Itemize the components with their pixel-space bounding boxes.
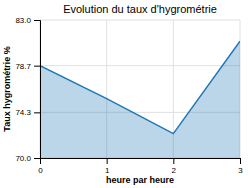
y-axis: 70.0 74.3 78.7 83.0	[15, 16, 40, 163]
y-tick: 74.3	[15, 108, 40, 117]
y-tick-mark	[34, 112, 40, 113]
x-tick-mark	[173, 158, 174, 164]
x-tick-mark	[240, 158, 241, 164]
x-tick: 2	[172, 158, 177, 175]
y-tick-label: 70.0	[15, 154, 31, 163]
grid	[40, 20, 240, 158]
x-tick-label: 1	[105, 166, 110, 175]
chart: 0 1 2 3 70.0 74.3 78.7 83.0 Evolution du taux d'…	[0, 0, 250, 188]
y-axis-line	[34, 21, 41, 159]
y-tick-label: 78.7	[15, 62, 31, 71]
y-tick-label: 74.3	[15, 108, 31, 117]
x-tick-label: 0	[38, 166, 43, 175]
x-axis: 0 1 2 3	[38, 158, 243, 175]
x-tick-mark	[107, 158, 108, 164]
grid-line-y	[40, 65, 240, 66]
x-tick-label: 2	[172, 166, 177, 175]
plot-area: 0 1 2 3 70.0 74.3 78.7 83.0	[15, 16, 243, 175]
y-tick: 70.0	[15, 154, 40, 163]
x-tick: 1	[105, 158, 110, 175]
x-tick: 0	[38, 158, 43, 175]
area	[40, 41, 240, 158]
y-tick-mark	[34, 158, 40, 159]
title: Evolution du taux d'hygrométrie	[63, 3, 217, 15]
y-axis-title: Taux hygrométrie %	[2, 46, 12, 131]
y-tick-label: 83.0	[15, 16, 31, 25]
x-tick-label: 3	[238, 166, 243, 175]
x-tick: 3	[238, 158, 243, 175]
x-axis-line	[41, 159, 241, 165]
y-tick: 78.7	[15, 62, 40, 71]
line	[40, 41, 240, 133]
marks	[40, 41, 240, 158]
grid-line-y	[40, 20, 240, 21]
y-tick-mark	[34, 66, 40, 67]
y-tick-mark	[34, 20, 40, 21]
x-axis-title: heure par heure	[106, 175, 174, 185]
y-tick: 83.0	[15, 16, 40, 25]
